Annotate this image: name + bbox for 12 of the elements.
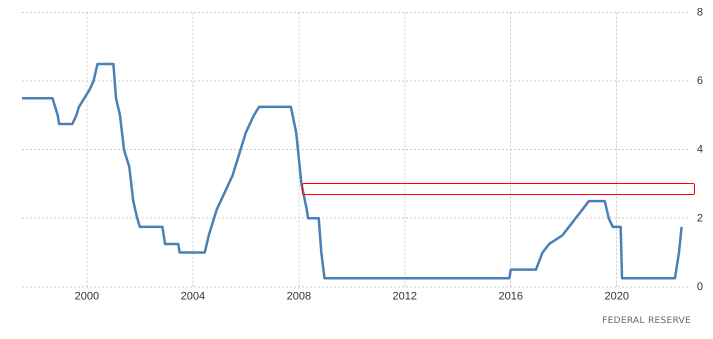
x-tick-label: 2016 <box>498 290 523 302</box>
y-tick-label: 0 <box>696 280 704 293</box>
x-tick-label: 2012 <box>392 290 418 302</box>
text: FEDERAL RESERVE <box>602 316 691 326</box>
y-tick-label: 4 <box>696 144 704 156</box>
y-tick-label: 8 <box>696 6 704 19</box>
x-tick-label: 2020 <box>604 290 629 302</box>
y-tick-label: 6 <box>696 75 704 88</box>
x-tick-label: 2004 <box>180 290 206 302</box>
x-tick-label: 2000 <box>74 290 100 302</box>
x-tick-label: 2008 <box>286 290 312 302</box>
y-tick-label: 2 <box>696 212 704 224</box>
